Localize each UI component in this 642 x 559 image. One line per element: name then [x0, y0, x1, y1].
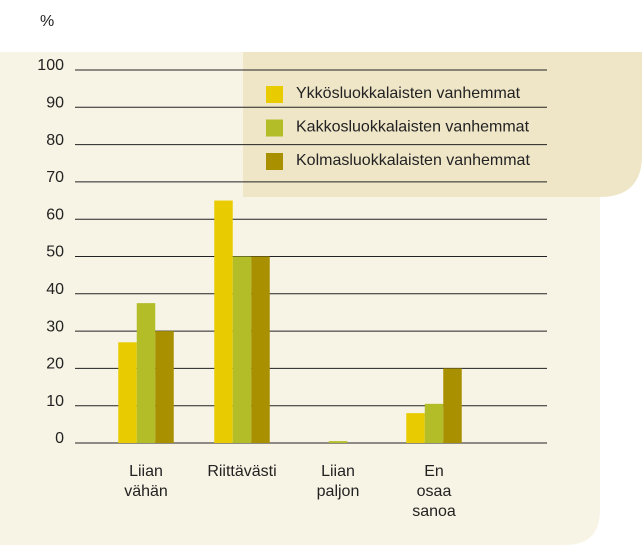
- legend-label: Kakkosluokkalaisten vanhemmat: [296, 119, 530, 136]
- x-tick-label: En osaa sanoa: [412, 463, 456, 520]
- legend-panel: [243, 52, 642, 197]
- y-tick-label: 100: [37, 57, 64, 74]
- bar: [424, 403, 444, 443]
- bar: [251, 256, 270, 443]
- y-tick-label: 40: [46, 281, 64, 298]
- legend-swatch: [266, 153, 283, 170]
- legend-label: Ykkösluokkalaisten vanhemmat: [296, 85, 521, 102]
- y-tick-label: 50: [46, 244, 64, 261]
- x-tick-label: Riittävästi: [207, 463, 277, 480]
- bar: [443, 368, 462, 443]
- y-tick-label: 60: [46, 206, 64, 223]
- y-tick-label: 90: [46, 95, 64, 112]
- bar: [118, 342, 137, 443]
- bar: [214, 200, 233, 443]
- x-tick-label: Liian paljon: [316, 463, 360, 500]
- y-tick-label: 0: [55, 430, 64, 447]
- legend-swatch: [266, 86, 283, 103]
- y-tick-label: 30: [46, 318, 64, 335]
- y-tick-label: 80: [46, 132, 64, 149]
- bar: [155, 331, 174, 443]
- bar: [136, 303, 156, 443]
- y-tick-label: 20: [46, 356, 64, 373]
- x-tick-label: Liian vähän: [124, 463, 168, 500]
- legend-swatch: [266, 119, 283, 137]
- bar: [232, 256, 252, 443]
- bar: [328, 441, 348, 443]
- bar: [406, 413, 425, 443]
- legend-label: Kolmasluokkalaisten vanhemmat: [296, 152, 530, 169]
- y-axis-label: %: [40, 13, 54, 30]
- y-tick-label: 10: [46, 393, 64, 410]
- y-tick-label: 70: [46, 169, 64, 186]
